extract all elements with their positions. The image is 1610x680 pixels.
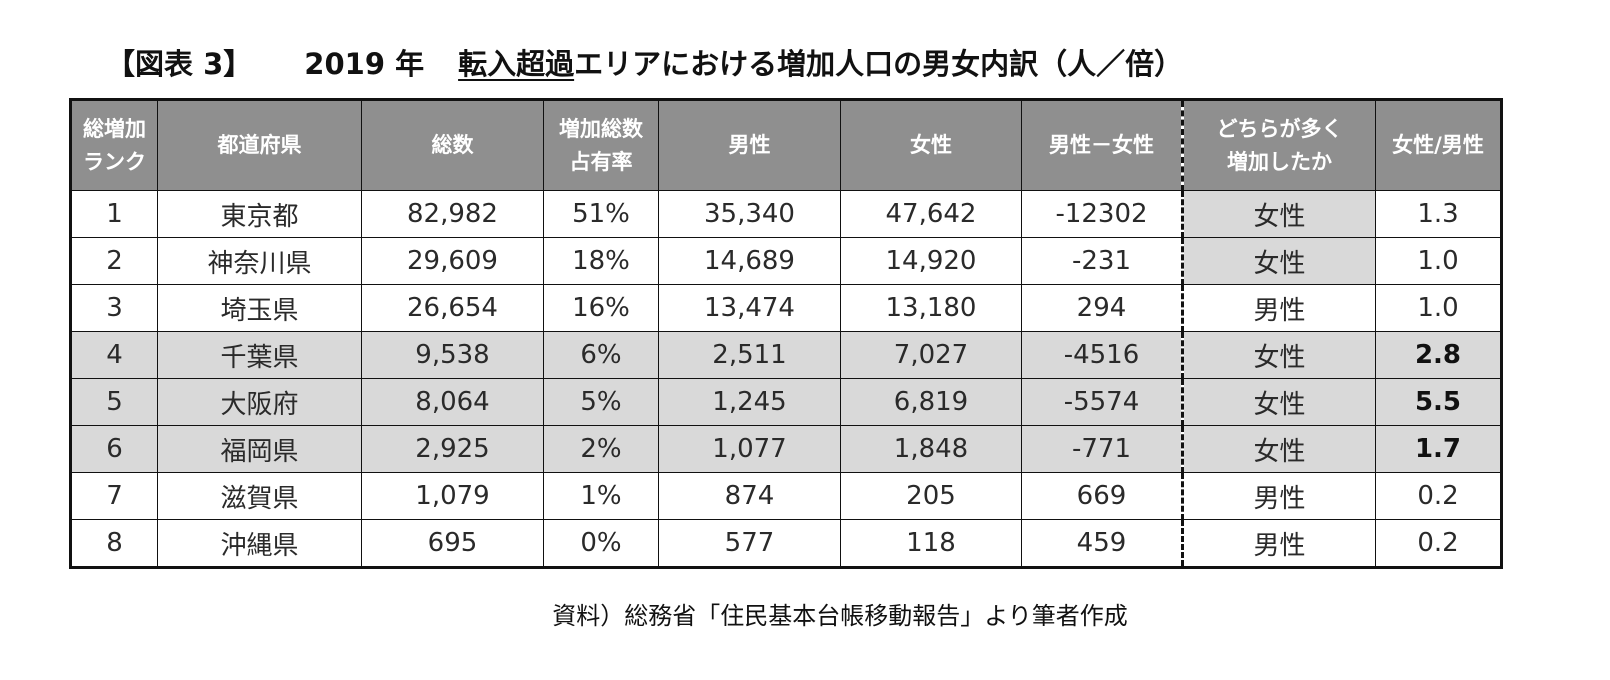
cell-diff: -4516 [1021,331,1183,379]
cell-diff: -771 [1021,425,1183,473]
cell-female: 14,920 [840,237,1022,285]
cell-ratio: 1.3 [1375,190,1502,238]
cell-share: 51% [543,190,659,238]
figure-number: 【図表 3】 [106,47,253,81]
cell-rank: 6 [70,425,158,473]
table-row: 6 福岡県 2,925 2% 1,077 1,848 -771 女性 1.7 [70,425,1502,473]
cell-which: 女性 [1181,237,1376,285]
cell-share: 2% [543,425,659,473]
cell-rank: 4 [70,331,158,379]
header-which: どちらが多く 増加したか [1181,99,1376,191]
cell-female: 13,180 [840,284,1022,332]
cell-total: 82,982 [361,190,544,238]
cell-prefecture: 埼玉県 [157,284,362,332]
header-total: 総数 [361,99,544,191]
cell-female: 1,848 [840,425,1022,473]
cell-which: 男性 [1181,472,1376,520]
cell-rank: 1 [70,190,158,238]
cell-diff: 669 [1021,472,1183,520]
cell-total: 2,925 [361,425,544,473]
cell-female: 7,027 [840,331,1022,379]
cell-total: 695 [361,519,544,568]
cell-female: 47,642 [840,190,1022,238]
figure-title: 【図表 3】 2019 年転入超過エリアにおける増加人口の男女内訳（人／倍） [106,42,1183,86]
title-rest: エリアにおける増加人口の男女内訳（人／倍） [574,47,1184,81]
cell-diff: 459 [1021,519,1183,568]
cell-total: 1,079 [361,472,544,520]
cell-prefecture: 福岡県 [157,425,362,473]
cell-total: 9,538 [361,331,544,379]
table-row: 1 東京都 82,982 51% 35,340 47,642 -12302 女性… [70,190,1502,238]
cell-which: 男性 [1181,519,1376,568]
header-male: 男性 [658,99,841,191]
cell-male: 577 [658,519,841,568]
cell-share: 1% [543,472,659,520]
cell-male: 1,077 [658,425,841,473]
cell-share: 6% [543,331,659,379]
cell-prefecture: 千葉県 [157,331,362,379]
cell-prefecture: 東京都 [157,190,362,238]
cell-which: 女性 [1181,190,1376,238]
cell-prefecture: 神奈川県 [157,237,362,285]
cell-total: 26,654 [361,284,544,332]
source-note: 資料）総務省「住民基本台帳移動報告」より筆者作成 [552,602,1128,630]
cell-ratio: 0.2 [1375,472,1502,520]
cell-female: 118 [840,519,1022,568]
cell-female: 205 [840,472,1022,520]
cell-ratio: 0.2 [1375,519,1502,568]
cell-rank: 3 [70,284,158,332]
table-row: 7 滋賀県 1,079 1% 874 205 669 男性 0.2 [70,472,1502,520]
header-prefecture: 都道府県 [157,99,362,191]
cell-rank: 7 [70,472,158,520]
cell-ratio: 1.0 [1375,237,1502,285]
cell-share: 0% [543,519,659,568]
title-year: 2019 年 [304,47,425,81]
cell-ratio: 5.5 [1375,378,1502,426]
table-row: 2 神奈川県 29,609 18% 14,689 14,920 -231 女性 … [70,237,1502,285]
header-ratio: 女性/男性 [1375,99,1502,191]
cell-male: 1,245 [658,378,841,426]
header-diff: 男性－女性 [1021,99,1183,191]
header-share: 増加総数 占有率 [543,99,659,191]
cell-which: 女性 [1181,331,1376,379]
cell-total: 8,064 [361,378,544,426]
cell-male: 874 [658,472,841,520]
table-row: 5 大阪府 8,064 5% 1,245 6,819 -5574 女性 5.5 [70,378,1502,426]
cell-male: 35,340 [658,190,841,238]
cell-which: 女性 [1181,425,1376,473]
cell-female: 6,819 [840,378,1022,426]
table-row: 8 沖縄県 695 0% 577 118 459 男性 0.2 [70,519,1502,568]
cell-total: 29,609 [361,237,544,285]
cell-share: 16% [543,284,659,332]
cell-which: 男性 [1181,284,1376,332]
cell-male: 13,474 [658,284,841,332]
cell-share: 18% [543,237,659,285]
cell-diff: -12302 [1021,190,1183,238]
cell-which: 女性 [1181,378,1376,426]
cell-share: 5% [543,378,659,426]
cell-male: 14,689 [658,237,841,285]
cell-prefecture: 大阪府 [157,378,362,426]
cell-prefecture: 沖縄県 [157,519,362,568]
cell-ratio: 1.7 [1375,425,1502,473]
header-rank: 総増加 ランク [70,99,158,191]
header-female: 女性 [840,99,1022,191]
cell-diff: -231 [1021,237,1183,285]
population-table: 総増加 ランク 都道府県 総数 増加総数 占有率 男性 女性 男性－女性 どちらが多… [69,98,1503,569]
cell-diff: -5574 [1021,378,1183,426]
table-row: 3 埼玉県 26,654 16% 13,474 13,180 294 男性 1.… [70,284,1502,332]
title-underlined-term: 転入超過 [458,47,575,81]
cell-ratio: 1.0 [1375,284,1502,332]
cell-rank: 8 [70,519,158,568]
table-row: 4 千葉県 9,538 6% 2,511 7,027 -4516 女性 2.8 [70,331,1502,379]
header-row: 総増加 ランク 都道府県 総数 増加総数 占有率 男性 女性 男性－女性 どちらが多… [70,99,1502,191]
cell-rank: 2 [70,237,158,285]
cell-diff: 294 [1021,284,1183,332]
cell-rank: 5 [70,378,158,426]
cell-ratio: 2.8 [1375,331,1502,379]
cell-prefecture: 滋賀県 [157,472,362,520]
cell-male: 2,511 [658,331,841,379]
